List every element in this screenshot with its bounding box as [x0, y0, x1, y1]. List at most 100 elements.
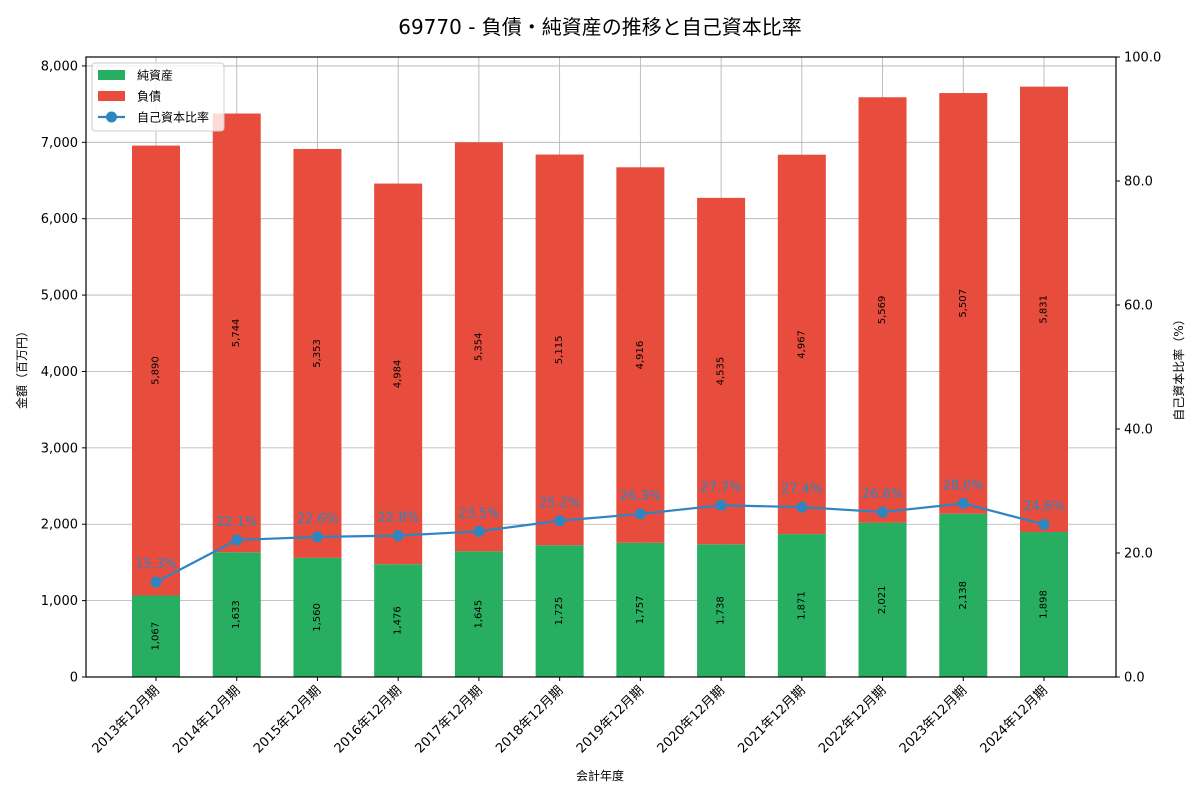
equity-ratio-marker: [796, 501, 808, 513]
bar-label-net-assets: 2,138: [958, 581, 969, 610]
equity-ratio-marker: [634, 508, 646, 520]
bar-net-assets: [697, 544, 746, 677]
bar-liabilities: [212, 113, 261, 553]
legend-label: 純資産: [137, 68, 173, 83]
bar-label-net-assets: 1,560: [312, 603, 323, 632]
bar-liabilities: [858, 97, 907, 523]
y2-tick-label: 60.0: [1124, 299, 1153, 314]
bar-label-liabilities: 5,890: [151, 356, 162, 385]
bar-net-assets: [858, 522, 907, 677]
equity-ratio-value: 27.4%: [781, 482, 822, 497]
bar-label-liabilities: 5,744: [231, 319, 242, 348]
equity-ratio-marker: [231, 534, 243, 546]
bar-liabilities: [293, 148, 342, 558]
y2-tick-label: 20.0: [1124, 547, 1153, 562]
equity-ratio-marker: [554, 515, 566, 527]
bar-label-net-assets: 1,476: [393, 606, 404, 635]
equity-ratio-value: 22.8%: [378, 511, 419, 526]
bar-net-assets: [939, 513, 988, 677]
bar-liabilities: [1020, 86, 1068, 533]
bar-liabilities: [132, 145, 180, 596]
equity-ratio-marker: [715, 499, 727, 511]
equity-ratio-value: 24.6%: [1023, 499, 1064, 514]
equity-ratio-marker: [150, 576, 162, 588]
y-tick-label: 3,000: [41, 441, 78, 456]
x-axis: 2013年12月期 2014年12月期 2015年12月期 2016年12月期 2017…: [90, 677, 1051, 757]
equity-ratio-value: 25.2%: [539, 496, 580, 511]
bar-label-liabilities: 5,507: [958, 289, 969, 318]
bar-label-liabilities: 4,984: [393, 360, 404, 389]
bar-net-assets: [1020, 532, 1068, 677]
y-tick-label: 8,000: [41, 59, 78, 74]
bar-label-liabilities: 4,535: [716, 357, 727, 386]
bar-net-assets: [616, 542, 665, 677]
x-tick-label: 2020年12月期: [655, 683, 728, 756]
y2-tick-label: 0.0: [1124, 671, 1145, 686]
bar-liabilities: [535, 154, 584, 546]
x-tick-label: 2015年12月期: [251, 683, 324, 756]
x-tick-label: 2014年12月期: [170, 683, 243, 756]
left-y-axis: 0 1,000 2,000 3,000 4,000 5,000 6,000 7,000 8,00…: [41, 59, 86, 686]
bar-label-liabilities: 5,353: [312, 339, 323, 368]
bar-net-assets: [132, 595, 180, 677]
equity-ratio-marker: [392, 530, 404, 542]
bar-liabilities: [777, 154, 826, 535]
bar-label-net-assets: 1,738: [716, 596, 727, 625]
bar-liabilities: [454, 142, 503, 552]
y-tick-label: 0: [70, 671, 78, 686]
bar-label-liabilities: 4,967: [796, 330, 807, 359]
equity-ratio-labels: 15.3% 22.1% 22.6% 22.8% 23.5% 25.2% 26.3% 27.7%…: [135, 478, 1064, 572]
bar-net-assets: [374, 564, 423, 677]
legend-item-liabilities: 負債: [98, 89, 161, 104]
y2-axis-label: 自己資本比率（%）: [1171, 313, 1186, 420]
bar-net-assets: [777, 534, 826, 677]
equity-ratio-value: 26.3%: [620, 489, 661, 504]
legend-label: 負債: [137, 89, 161, 104]
y-tick-label: 2,000: [41, 518, 78, 533]
x-tick-label: 2019年12月期: [574, 683, 647, 756]
equity-ratio-value: 22.6%: [297, 512, 338, 527]
bar-net-assets: [212, 552, 261, 677]
bar-label-net-assets: 2,021: [877, 585, 888, 614]
legend-item-equity-ratio: 自己資本比率: [98, 110, 209, 125]
x-tick-label: 2016年12月期: [332, 683, 405, 756]
y-tick-label: 5,000: [41, 289, 78, 304]
equity-ratio-value: 23.5%: [458, 506, 499, 521]
y-axis-label: 金額（百万円）: [14, 325, 29, 409]
bar-label-liabilities: 5,569: [877, 296, 888, 325]
y2-tick-label: 100.0: [1124, 51, 1161, 66]
equity-ratio-value: 15.3%: [135, 557, 176, 572]
y-tick-label: 7,000: [41, 136, 78, 151]
bar-label-net-assets: 1,757: [635, 596, 646, 625]
equity-ratio-marker: [311, 531, 323, 543]
equity-ratio-marker: [877, 506, 889, 518]
bar-net-assets: [454, 551, 503, 677]
plot-frame: [85, 56, 1117, 678]
legend-label: 自己資本比率: [137, 110, 209, 125]
bar-label-net-assets: 1,871: [796, 591, 807, 620]
bar-label-liabilities: 5,115: [554, 336, 565, 365]
equity-ratio-value: 22.1%: [216, 515, 257, 530]
bar-label-liabilities: 4,916: [635, 341, 646, 370]
bar-liabilities: [939, 93, 988, 514]
x-tick-label: 2017年12月期: [412, 683, 485, 756]
bar-label-net-assets: 1,645: [473, 600, 484, 629]
y2-tick-label: 80.0: [1124, 175, 1153, 190]
bar-liabilities: [697, 197, 746, 545]
equity-ratio-value: 27.7%: [700, 480, 741, 495]
right-y-axis: 0.0 20.0 40.0 60.0 80.0 100.0: [1116, 51, 1161, 686]
legend-swatch: [98, 91, 125, 101]
bar-liabilities: [374, 183, 423, 565]
x-tick-label: 2022年12月期: [816, 683, 889, 756]
x-tick-label: 2013年12月期: [90, 683, 163, 756]
bar-label-net-assets: 1,633: [231, 600, 242, 629]
x-tick-label: 2023年12月期: [897, 683, 970, 756]
bar-value-labels: 1,067 5,890 1,633 5,744 1,560 5,353 1,476 4,984…: [151, 289, 1050, 651]
x-tick-label: 2024年12月期: [978, 683, 1051, 756]
y-tick-label: 6,000: [41, 212, 78, 227]
bar-series: [132, 86, 1068, 677]
bar-label-liabilities: 5,831: [1039, 295, 1050, 324]
bar-label-net-assets: 1,898: [1039, 590, 1050, 619]
